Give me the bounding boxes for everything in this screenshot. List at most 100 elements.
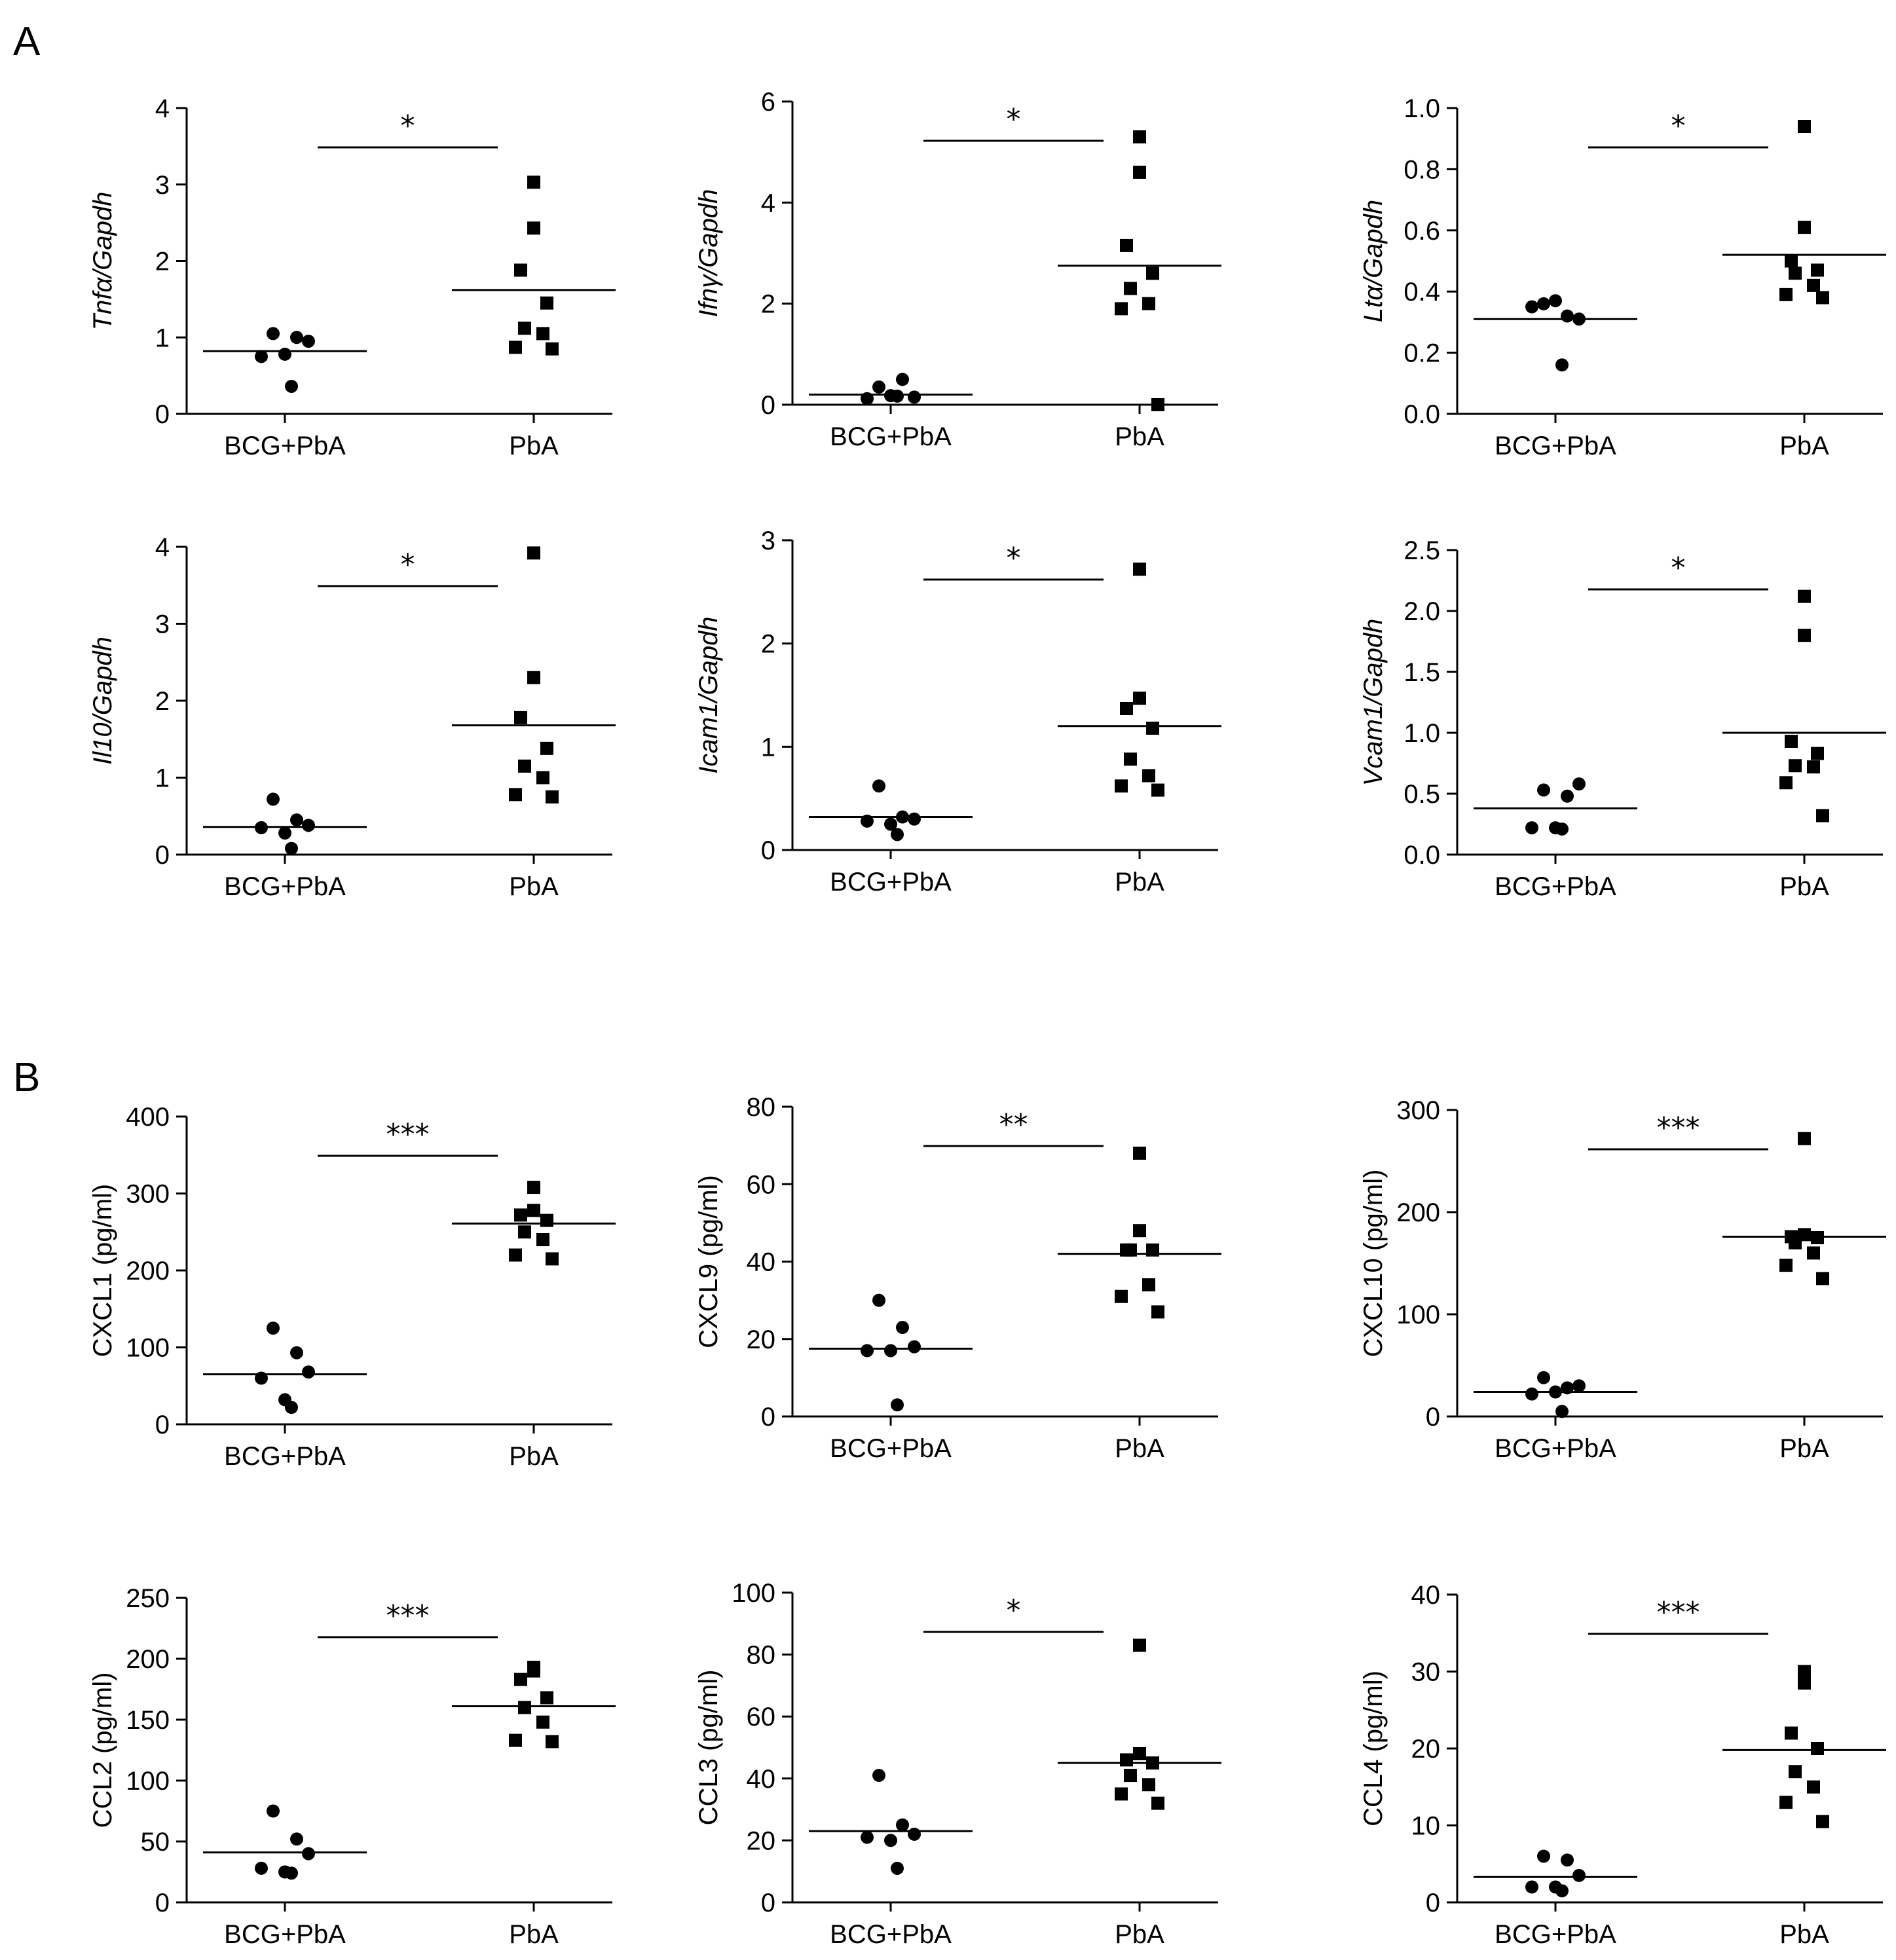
data-point-circle xyxy=(891,1398,904,1412)
data-point-square xyxy=(1124,1769,1137,1783)
y-tick-label: 0 xyxy=(155,400,170,429)
data-point-square xyxy=(527,1204,540,1217)
data-point-square xyxy=(1151,1796,1164,1810)
y-tick-label: 40 xyxy=(1411,1581,1441,1610)
data-point-square xyxy=(536,327,549,341)
data-point-circle xyxy=(891,1861,904,1875)
data-point-square xyxy=(1133,692,1146,705)
data-point-square xyxy=(1816,1272,1829,1285)
data-point-circle xyxy=(285,1866,298,1880)
data-point-square xyxy=(527,671,540,684)
data-point-circle xyxy=(1537,783,1550,797)
data-point-square xyxy=(509,1248,522,1262)
y-tick-label: 0 xyxy=(761,391,775,420)
category-label: BCG+PbA xyxy=(224,1920,346,1949)
data-point-square xyxy=(1115,1289,1128,1303)
y-axis-label: CCL2 (pg/ml) xyxy=(88,1673,117,1828)
category-label: BCG+PbA xyxy=(224,872,346,901)
y-tick-label: 1.0 xyxy=(1403,719,1440,748)
data-point-circle xyxy=(884,1344,897,1358)
data-point-square xyxy=(514,1673,527,1686)
y-tick-label: 0.8 xyxy=(1403,155,1440,184)
data-point-square xyxy=(1811,1742,1824,1755)
y-tick-label: 150 xyxy=(126,1706,170,1735)
category-label: BCG+PbA xyxy=(1495,432,1616,460)
y-tick-label: 100 xyxy=(126,1334,170,1363)
data-point-square xyxy=(1115,302,1128,316)
data-point-square xyxy=(1124,282,1137,295)
data-point-square xyxy=(1779,287,1793,301)
data-point-square xyxy=(509,341,522,354)
data-point-square xyxy=(1779,1796,1793,1809)
data-point-circle xyxy=(891,828,904,841)
y-tick-label: 0 xyxy=(155,1889,170,1917)
data-point-circle xyxy=(896,1321,909,1335)
y-tick-label: 30 xyxy=(1411,1658,1441,1687)
y-tick-label: 2 xyxy=(155,248,170,276)
y-tick-label: 300 xyxy=(126,1180,170,1209)
data-point-square xyxy=(1785,735,1798,749)
category-label: PbA xyxy=(1779,1434,1829,1463)
category-label: BCG+PbA xyxy=(830,868,952,897)
y-tick-label: 40 xyxy=(747,1765,776,1794)
data-point-square xyxy=(1779,776,1793,790)
data-point-circle xyxy=(872,1769,885,1783)
y-tick-label: 1 xyxy=(155,324,170,352)
y-tick-label: 0 xyxy=(155,1411,170,1439)
data-point-circle xyxy=(1572,1868,1586,1882)
data-point-circle xyxy=(302,335,315,348)
data-point-square xyxy=(540,296,553,310)
chart-9: 0 100 200 300 BCG+PbA PbA CXCL10 (pg/ml) *** xyxy=(1359,1096,1886,1463)
data-point-square xyxy=(1816,809,1829,823)
data-point-square xyxy=(1142,1278,1155,1291)
category-label: BCG+PbA xyxy=(830,1434,952,1463)
data-point-square xyxy=(1789,759,1802,773)
data-point-circle xyxy=(267,1804,280,1818)
data-point-circle xyxy=(255,1861,268,1875)
y-tick-label: 60 xyxy=(747,1703,776,1731)
data-point-circle xyxy=(267,327,280,341)
y-axis-label: CCL4 (pg/ml) xyxy=(1359,1671,1388,1826)
data-point-square xyxy=(1798,1132,1811,1145)
data-point-circle xyxy=(285,1401,298,1415)
category-label: PbA xyxy=(1115,868,1164,897)
data-point-square xyxy=(1798,1665,1811,1678)
y-tick-label: 100 xyxy=(732,1579,775,1608)
data-point-square xyxy=(540,741,553,755)
panel-letter-a: A xyxy=(13,19,41,64)
y-tick-label: 200 xyxy=(126,1645,170,1674)
data-point-square xyxy=(1816,291,1829,305)
data-point-square xyxy=(518,322,531,335)
data-point-circle xyxy=(1561,309,1574,323)
y-tick-label: 1 xyxy=(761,733,775,762)
data-point-square xyxy=(1146,721,1159,735)
data-point-square xyxy=(1811,263,1824,277)
data-point-circle xyxy=(267,1322,280,1335)
category-label: PbA xyxy=(509,432,559,460)
data-point-square xyxy=(1120,1753,1133,1767)
data-point-circle xyxy=(1555,358,1569,372)
data-point-circle xyxy=(1525,300,1538,314)
y-tick-label: 3 xyxy=(155,171,170,200)
y-tick-label: 300 xyxy=(1396,1096,1440,1125)
y-tick-label: 20 xyxy=(747,1826,776,1855)
data-point-square xyxy=(527,1181,540,1194)
y-tick-label: 0 xyxy=(761,836,775,865)
significance-label: * xyxy=(401,109,415,143)
y-tick-label: 2 xyxy=(155,687,170,716)
data-point-circle xyxy=(872,779,885,793)
chart-8: 0 20 40 60 80 BCG+PbA PbA CXCL9 (pg/ml) ** xyxy=(694,1093,1221,1463)
chart-2: 0 2 4 6 BCG+PbA PbA Ifnγ/Gapdh * xyxy=(694,88,1221,451)
y-tick-label: 3 xyxy=(761,527,775,555)
data-point-circle xyxy=(267,792,280,806)
chart-11: 0 20 40 60 80 100 BCG+PbA PbA CCL3 (pg/ml) * xyxy=(694,1579,1221,1949)
y-tick-label: 100 xyxy=(1396,1301,1440,1329)
data-point-circle xyxy=(1572,1379,1586,1393)
y-tick-label: 200 xyxy=(126,1257,170,1285)
data-point-square xyxy=(1142,297,1155,310)
significance-label: * xyxy=(1671,109,1686,143)
data-point-circle xyxy=(861,1830,874,1844)
significance-label: * xyxy=(1007,542,1021,575)
data-point-circle xyxy=(1549,294,1562,308)
data-point-square xyxy=(546,790,559,804)
